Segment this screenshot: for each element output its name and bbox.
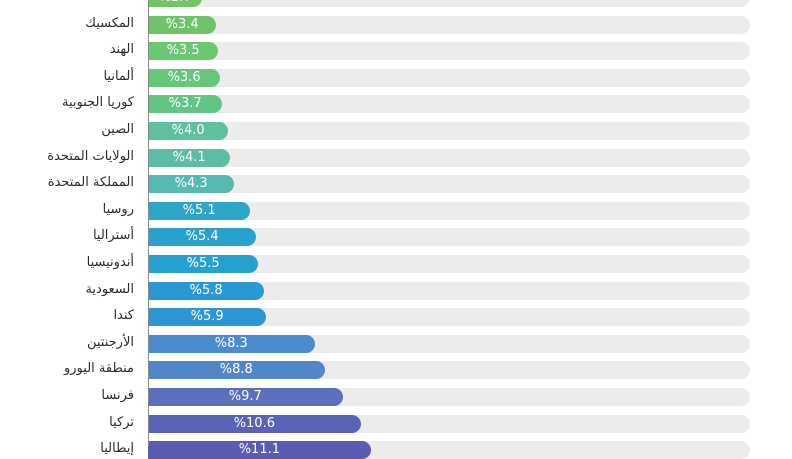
bar-value-label: %5.9 — [190, 309, 224, 325]
category-label: منطقة اليورو — [64, 361, 134, 377]
bar-value-label: %8.3 — [214, 335, 248, 351]
bar — [148, 334, 315, 353]
category-label: فرنسا — [101, 388, 134, 403]
bar — [148, 308, 267, 327]
bar-value-label: %8.8 — [219, 362, 253, 378]
bar — [148, 148, 231, 167]
bar — [148, 0, 203, 7]
bar-value-label: %3.5 — [166, 43, 200, 59]
bar-track — [148, 255, 750, 273]
bar-value-label: %10.6 — [233, 415, 275, 431]
bar — [148, 414, 361, 433]
bar — [148, 228, 257, 247]
bar-value-label: %5.4 — [185, 229, 219, 245]
bar-value-label: %3.6 — [167, 69, 201, 85]
bar — [148, 175, 235, 194]
bar-value-label: %5.5 — [186, 256, 220, 271]
bar-value-label: %4.0 — [171, 123, 205, 138]
bar-value-label: %4.3 — [174, 176, 208, 192]
category-label: تركيا — [109, 414, 134, 430]
bar-track — [148, 148, 750, 167]
bar-value-label: %9.7 — [228, 389, 262, 404]
category-label: الولايات المتحدة — [47, 148, 134, 164]
bar-track — [148, 0, 750, 7]
category-label: المملكة المتحدة — [47, 175, 134, 191]
bar-track — [148, 175, 750, 194]
bar — [148, 361, 325, 380]
bar-track — [148, 122, 750, 140]
bar-chart: %2.7 %3.4 المكسيك %3.5 الهند %3.6 ألمانيا %3.7 ك… — [47, 0, 750, 459]
bar — [148, 68, 221, 87]
category-label: أستراليا — [92, 228, 134, 244]
category-label: ألمانيا — [103, 68, 134, 84]
bar-track — [148, 308, 750, 327]
category-label: المكسيك — [85, 15, 134, 31]
bar-value-label: %11.1 — [238, 442, 281, 458]
bar — [148, 201, 251, 220]
bar — [148, 42, 219, 61]
axis-line — [148, 0, 149, 446]
category-label: السعودية — [85, 281, 134, 297]
bar-value-label: %4.1 — [172, 149, 206, 165]
bar-track — [148, 95, 750, 114]
category-label: إيطاليا — [100, 441, 134, 457]
bar-value-label: %5.8 — [189, 282, 223, 298]
bar-value-label: %2.7 — [148, 0, 202, 7]
bar — [148, 281, 265, 300]
category-label: الهند — [109, 42, 134, 58]
bar — [148, 95, 223, 114]
bar-value-label: %3.7 — [168, 96, 202, 112]
category-label: كوريا الجنوبية — [61, 95, 134, 111]
bar-track — [148, 228, 750, 247]
bar — [148, 15, 217, 34]
bar — [148, 255, 259, 273]
bar — [148, 122, 229, 140]
bar-track — [148, 42, 750, 61]
bar-track — [148, 201, 750, 220]
bar-track — [148, 15, 750, 34]
category-label: الأرجنتين — [86, 334, 134, 350]
category-label: روسيا — [102, 201, 134, 217]
bar-track — [148, 68, 750, 87]
category-label: كندا — [113, 308, 134, 324]
bar-track — [148, 281, 750, 300]
bar-value-label: %5.1 — [182, 202, 216, 218]
bar-value-label: %3.4 — [165, 16, 199, 32]
bar — [148, 388, 343, 406]
category-label: أندونيسيا — [86, 255, 134, 270]
category-label: الصين — [101, 122, 134, 137]
